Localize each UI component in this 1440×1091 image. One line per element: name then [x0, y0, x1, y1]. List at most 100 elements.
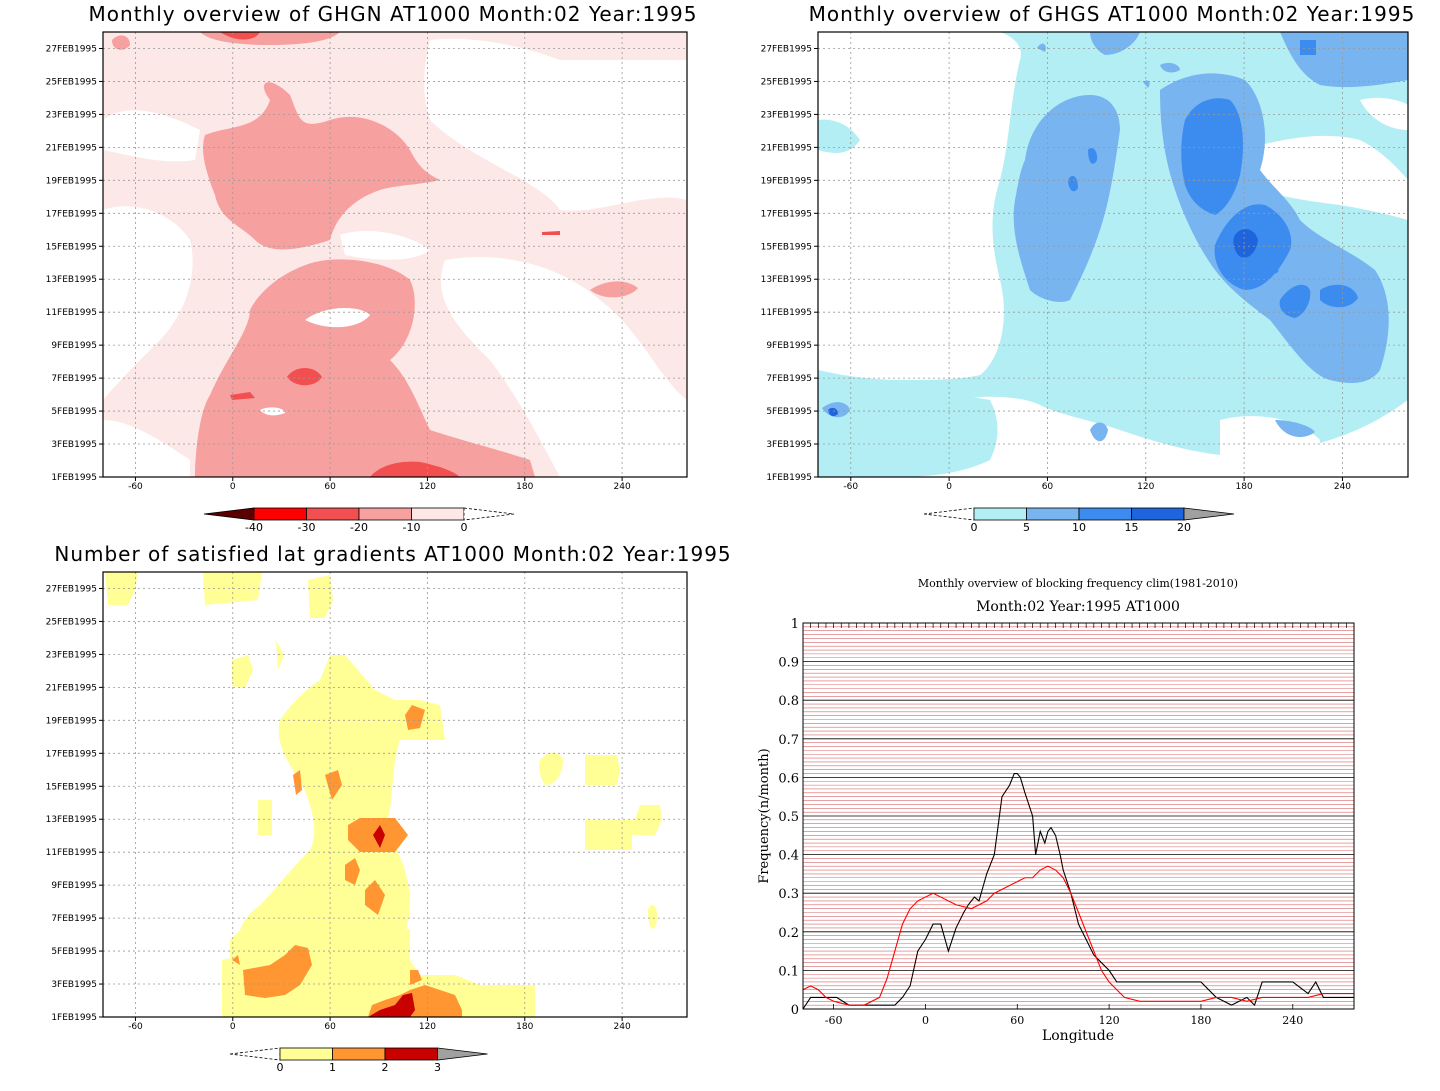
- tick-label-date: 15FEB1995: [46, 242, 97, 252]
- freq-grid: [803, 622, 1354, 1010]
- grad-grid: [103, 572, 687, 1017]
- y-tick-label: 0.9: [778, 656, 799, 671]
- freq-title: Monthly overview of blocking frequency c…: [918, 577, 1238, 590]
- colorbar-label: 0: [971, 521, 978, 534]
- tick-label-lon: -60: [128, 482, 143, 492]
- tick-label-lon: 240: [614, 482, 631, 492]
- tick-label-lon: 60: [1042, 482, 1054, 492]
- tick-label-lon: 120: [419, 1022, 436, 1032]
- colorbar-label: 3: [434, 1061, 441, 1074]
- tick-label-date: 1FEB1995: [766, 473, 812, 483]
- grad-colorbar: 0 1 2 3: [229, 1047, 488, 1074]
- freq-ylabel: Frequency(n/month): [757, 748, 772, 883]
- tick-label-date: 21FEB1995: [46, 683, 97, 693]
- tick-label-date: 9FEB1995: [51, 881, 97, 891]
- ghgs-grid: [818, 32, 1408, 477]
- colorbar-arrow: [1183, 507, 1235, 521]
- y-tick-label: 0.8: [778, 694, 799, 709]
- tick-label-date: 7FEB1995: [766, 374, 812, 384]
- tick-label-date: 5FEB1995: [51, 947, 97, 957]
- ghgn-title: Monthly overview of GHGN AT1000 Month:02…: [89, 2, 698, 26]
- ghgs-field: [818, 32, 1408, 477]
- tick-label-date: 1FEB1995: [51, 1013, 97, 1023]
- y-tick-label: 0.3: [778, 887, 799, 902]
- tick-label-lon: 180: [1236, 482, 1253, 492]
- tick-label-date: 11FEB1995: [761, 308, 812, 318]
- tick-label-date: 15FEB1995: [46, 782, 97, 792]
- x-tick-label: 60: [1010, 1014, 1024, 1027]
- tick-label-date: 15FEB1995: [761, 242, 812, 252]
- y-tick-label: 0.7: [778, 733, 799, 748]
- ghgs-title: Monthly overview of GHGS AT1000 Month:02…: [809, 2, 1416, 26]
- freq-xlabel: Longitude: [1042, 1028, 1114, 1044]
- tick-label-date: 7FEB1995: [51, 914, 97, 924]
- tick-label-lon: 240: [1334, 482, 1351, 492]
- tick-label-date: 13FEB1995: [46, 275, 97, 285]
- colorbar-label: 2: [382, 1061, 389, 1074]
- colorbar-swatch: [306, 507, 360, 521]
- tick-label-date: 23FEB1995: [46, 650, 97, 660]
- tick-label-date: 13FEB1995: [46, 815, 97, 825]
- tick-label-date: 21FEB1995: [46, 143, 97, 153]
- tick-label-date: 3FEB1995: [51, 980, 97, 990]
- tick-label-date: 9FEB1995: [51, 341, 97, 351]
- tick-label-date: 25FEB1995: [761, 77, 812, 87]
- ghgs-colorbar: 0 5 10 15 20: [923, 507, 1235, 534]
- colorbar-arrow: [229, 1047, 281, 1061]
- colorbar-label: 0: [277, 1061, 284, 1074]
- tick-label-lon: 120: [419, 482, 436, 492]
- y-tick-label: 1: [791, 617, 799, 632]
- tick-label-lon: 0: [946, 482, 952, 492]
- tick-label-date: 25FEB1995: [46, 77, 97, 87]
- colorbar-swatch: [1131, 507, 1185, 521]
- y-tick-label: 0.6: [778, 771, 799, 786]
- y-tick-label: 0.2: [778, 926, 799, 941]
- panel-ghgn: Monthly overview of GHGN AT1000 Month:02…: [46, 2, 698, 492]
- y-tick-label: 0: [791, 1003, 799, 1018]
- y-tick-label: 0.4: [778, 849, 799, 864]
- colorbar-label: -30: [298, 521, 316, 534]
- colorbar-arrow: [923, 507, 975, 521]
- tick-label-date: 23FEB1995: [46, 110, 97, 120]
- tick-label-date: 3FEB1995: [766, 440, 812, 450]
- colorbar-swatch: [253, 507, 307, 521]
- tick-label-date: 3FEB1995: [51, 440, 97, 450]
- colorbar-arrow: [203, 507, 255, 521]
- grad-frame: [102, 571, 688, 1018]
- colorbar-label: -10: [403, 521, 421, 534]
- freq-series: [802, 772, 1354, 1010]
- tick-label-date: 17FEB1995: [46, 209, 97, 219]
- tick-label-date: 19FEB1995: [761, 176, 812, 186]
- tick-label-lon: 180: [516, 482, 533, 492]
- colorbar-swatch: [384, 1047, 438, 1061]
- colorbar-arrow: [437, 1047, 488, 1061]
- colorbar-label: 20: [1177, 521, 1191, 534]
- panel-ghgs: Monthly overview of GHGS AT1000 Month:02…: [761, 2, 1416, 492]
- colorbar-swatch: [411, 507, 465, 521]
- tick-label-lon: 60: [324, 1022, 336, 1032]
- tick-label-lon: 0: [230, 482, 236, 492]
- x-tick-label: 120: [1099, 1014, 1120, 1027]
- x-tick-label: 180: [1190, 1014, 1211, 1027]
- colorbar-swatch: [973, 507, 1027, 521]
- colorbar-label: 10: [1072, 521, 1086, 534]
- tick-label-date: 21FEB1995: [761, 143, 812, 153]
- tick-label-lon: 0: [230, 1022, 236, 1032]
- tick-label-date: 19FEB1995: [46, 716, 97, 726]
- tick-label-date: 27FEB1995: [46, 44, 97, 54]
- ghgn-axis-ticks: 1FEB1995 3FEB1995 5FEB1995 7FEB1995 9FEB1995…: [46, 44, 631, 492]
- colorbar-label: 15: [1125, 521, 1139, 534]
- x-tick-label: 0: [922, 1014, 929, 1027]
- colorbar-label: 0: [461, 521, 468, 534]
- tick-label-date: 5FEB1995: [51, 407, 97, 417]
- grad-axis-ticks: 1FEB1995 3FEB1995 5FEB1995 7FEB1995 9FEB1995…: [46, 584, 631, 1032]
- tick-label-date: 5FEB1995: [766, 407, 812, 417]
- colorbar-swatch: [332, 1047, 386, 1061]
- tick-label-lon: 240: [614, 1022, 631, 1032]
- colorbar-swatch: [358, 507, 412, 521]
- freq-axis-ticks: 0 0.1 0.2 0.3 0.4 0.5 0.6 0.7 0.8 0.9 1 -60 0 60 120 18…: [778, 617, 1355, 1027]
- colorbar-swatch: [1026, 507, 1080, 521]
- tick-label-date: 27FEB1995: [761, 44, 812, 54]
- ghgn-field: [103, 32, 687, 477]
- ghgn-frame: [102, 31, 688, 478]
